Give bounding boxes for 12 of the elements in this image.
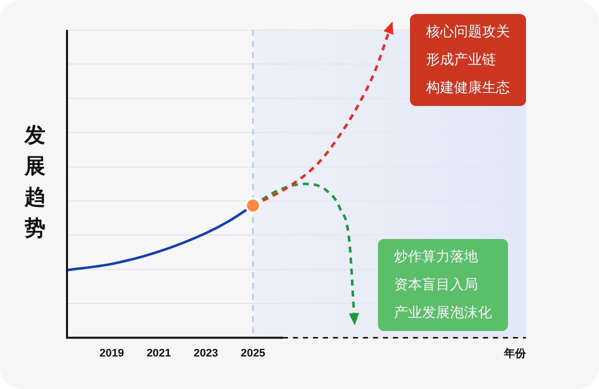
annotation: 核心问题攻关: [426, 23, 510, 42]
annotation: 构建健康生态: [426, 79, 510, 98]
y-axis-title: 发展趋势: [23, 122, 46, 242]
x-axis-title: 年份: [503, 347, 527, 360]
annotation: 产业发展泡沫化: [394, 304, 492, 323]
annotation: 资本盲目入局: [394, 276, 479, 295]
x-tick-label: 2019: [99, 347, 124, 360]
x-tick-label: 2025: [240, 347, 266, 360]
x-tick-label: 2021: [146, 347, 172, 360]
annotation: 形成产业链: [426, 51, 497, 70]
x-tick-label: 2023: [194, 347, 218, 360]
annotation: 炒作算力落地: [394, 248, 479, 267]
